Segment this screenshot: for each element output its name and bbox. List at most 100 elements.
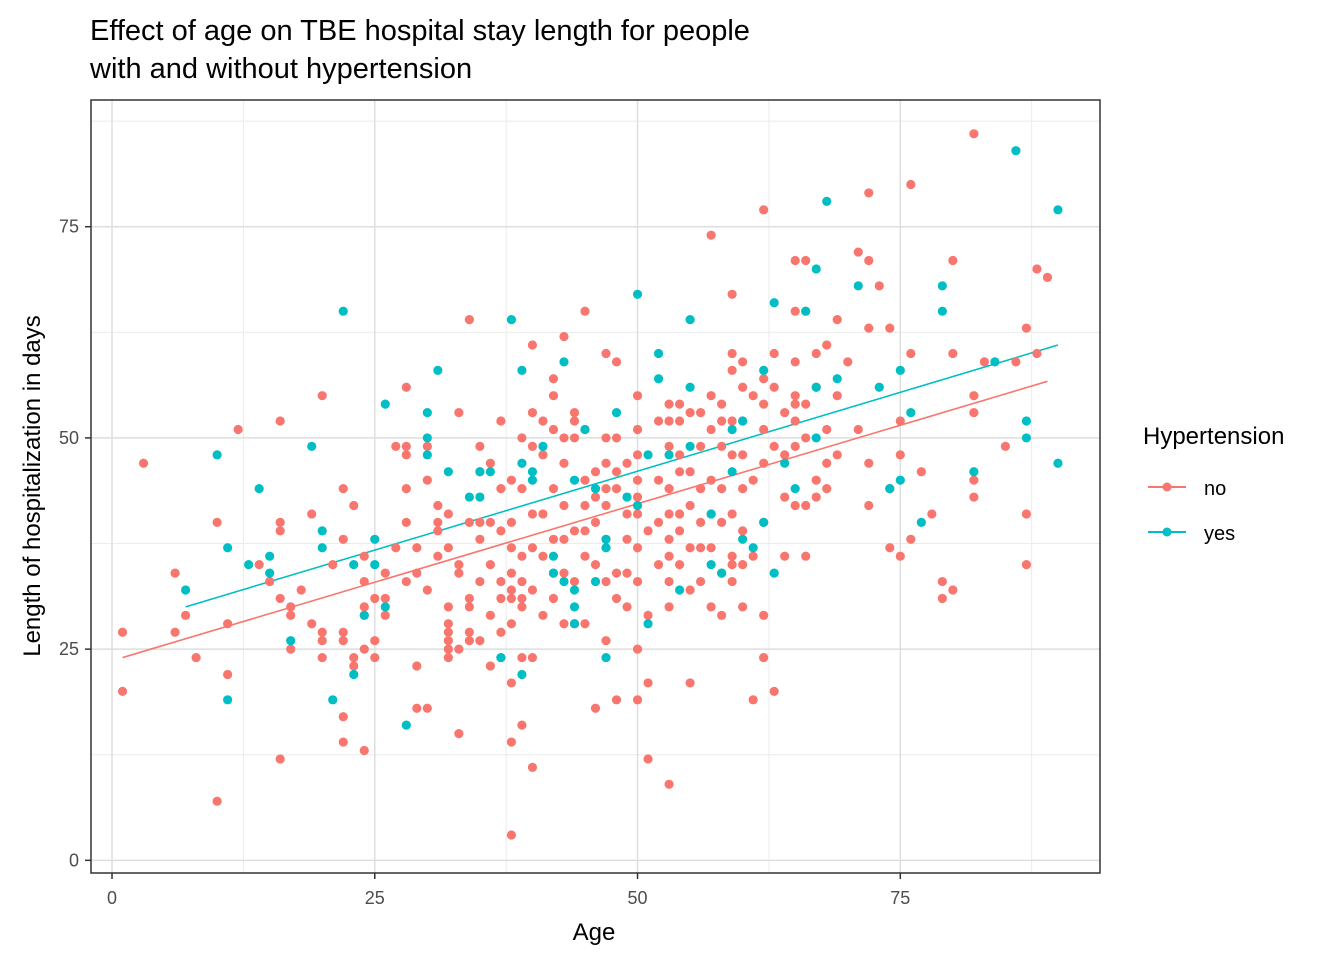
y-axis-ticks: 0 25 50 75 <box>59 217 91 870</box>
data-point-no <box>506 830 517 840</box>
data-point-no <box>769 382 779 392</box>
data-point-no <box>895 416 905 426</box>
data-point-no <box>506 543 517 553</box>
data-point-yes <box>727 467 737 477</box>
x-axis-ticks: 0 25 50 75 <box>107 873 910 908</box>
data-point-yes <box>811 264 821 274</box>
data-point-yes <box>517 365 527 375</box>
trend-line-no <box>122 380 1048 659</box>
data-point-no <box>601 576 611 587</box>
x-tick-label: 0 <box>107 888 117 908</box>
data-point-no <box>864 323 874 333</box>
data-point-no <box>506 517 517 528</box>
data-point-no <box>517 551 527 561</box>
data-point-no <box>538 450 548 460</box>
data-point-yes <box>885 484 895 494</box>
data-point-yes <box>307 441 317 451</box>
data-point-no <box>401 576 411 587</box>
data-point-no <box>359 576 369 587</box>
data-point-no <box>454 407 464 418</box>
data-point-no <box>864 255 874 266</box>
data-point-yes <box>1021 433 1032 443</box>
data-point-no <box>948 348 958 359</box>
data-point-no <box>885 543 895 553</box>
data-point-yes <box>1011 146 1021 156</box>
data-point-no <box>527 441 538 451</box>
data-point-yes <box>853 281 863 291</box>
data-point-no <box>885 323 895 333</box>
data-point-no <box>475 534 485 544</box>
data-point-yes <box>349 669 359 680</box>
data-point-yes <box>738 534 748 544</box>
data-point-no <box>611 433 622 443</box>
data-point-no <box>727 450 737 460</box>
data-point-no <box>937 576 947 587</box>
data-point-yes <box>1021 416 1032 426</box>
data-point-yes <box>643 619 653 629</box>
data-point-yes <box>485 467 495 477</box>
data-point-yes <box>738 416 748 426</box>
data-point-no <box>969 475 979 485</box>
data-point-no <box>674 450 685 460</box>
data-point-no <box>223 669 233 680</box>
legend-label-yes: yes <box>1204 523 1235 545</box>
data-point-yes <box>569 619 580 629</box>
data-point-yes <box>286 636 296 646</box>
data-point-yes <box>622 492 632 502</box>
data-point-yes <box>517 669 527 680</box>
data-point-yes <box>475 492 485 502</box>
legend-title: Hypertension <box>1143 423 1284 450</box>
data-point-no <box>401 517 411 528</box>
data-point-no <box>916 467 926 477</box>
trend-lines <box>122 344 1059 659</box>
data-point-no <box>664 484 674 494</box>
data-point-yes <box>349 560 359 570</box>
chart-title-line-1: Effect of age on TBE hospital stay lengt… <box>90 15 750 47</box>
data-point-yes <box>464 492 474 502</box>
minor-gridlines <box>91 100 1100 873</box>
data-point-no <box>864 458 874 468</box>
data-point-no <box>212 517 222 528</box>
x-tick-label: 50 <box>628 888 648 908</box>
data-point-no <box>664 399 674 409</box>
data-point-no <box>832 450 842 460</box>
data-point-no <box>454 729 464 739</box>
data-point-no <box>738 560 748 570</box>
data-point-yes <box>538 441 548 451</box>
data-point-no <box>674 416 685 426</box>
data-point-no <box>580 500 590 511</box>
data-point-no <box>1021 509 1032 519</box>
data-point-no <box>138 458 149 468</box>
data-point-no <box>380 593 390 604</box>
data-point-no <box>790 399 800 409</box>
x-tick-label: 75 <box>890 888 910 908</box>
data-point-no <box>632 543 643 553</box>
data-point-no <box>601 484 611 494</box>
data-point-no <box>454 560 464 570</box>
data-point-no <box>674 509 685 519</box>
data-point-no <box>664 602 674 612</box>
data-point-no <box>580 551 590 561</box>
data-point-no <box>780 551 790 561</box>
data-point-yes <box>759 517 769 528</box>
data-point-no <box>496 526 506 536</box>
data-point-no <box>727 576 737 587</box>
data-point-no <box>601 636 611 646</box>
data-point-no <box>696 407 706 418</box>
data-point-no <box>790 441 800 451</box>
data-point-yes <box>223 543 233 553</box>
data-point-no <box>727 348 737 359</box>
data-point-yes <box>569 585 580 595</box>
data-point-no <box>759 399 769 409</box>
data-point-no <box>317 652 327 663</box>
data-point-no <box>717 399 727 409</box>
data-point-yes <box>674 585 685 595</box>
data-point-no <box>811 348 821 359</box>
data-point-no <box>706 543 716 553</box>
data-point-no <box>948 255 958 266</box>
data-point-no <box>622 602 632 612</box>
data-point-no <box>485 560 495 570</box>
data-point-no <box>412 661 422 671</box>
data-point-no <box>443 644 453 654</box>
data-point-no <box>717 441 727 451</box>
